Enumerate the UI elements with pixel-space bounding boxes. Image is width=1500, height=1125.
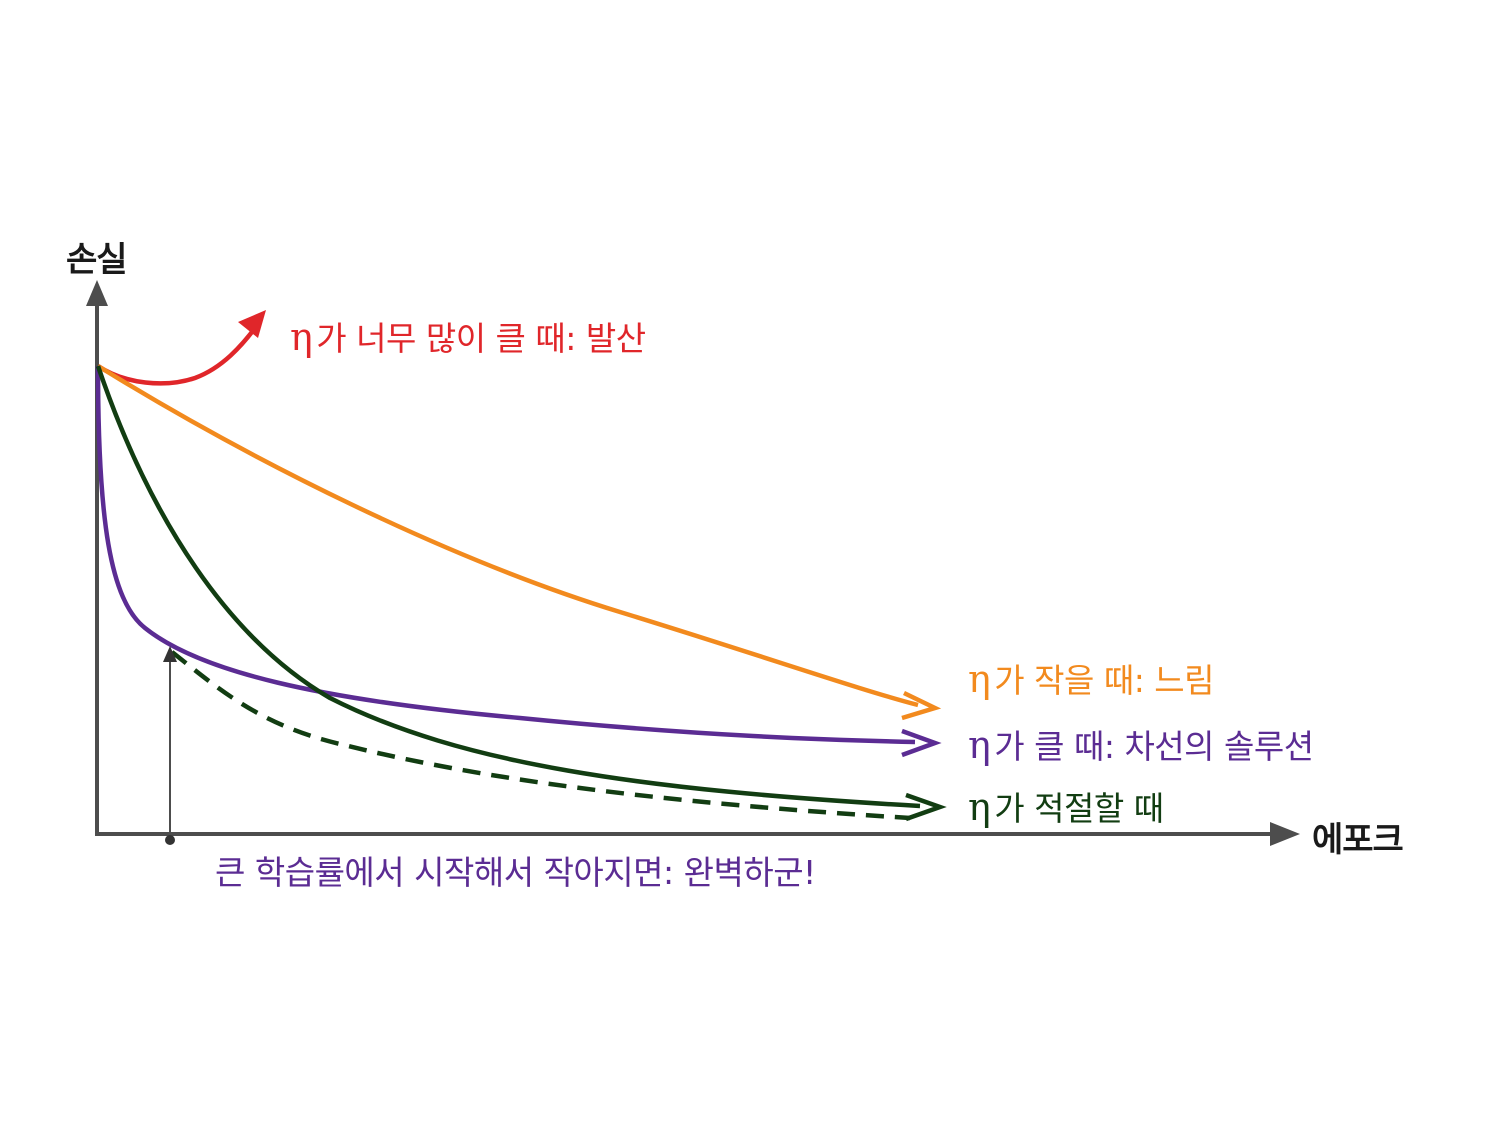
x-axis-label: 에포크 <box>1312 820 1404 860</box>
curve-too-large <box>96 310 266 386</box>
schedule-pointer <box>163 646 177 845</box>
eta-symbol: η <box>968 723 991 767</box>
curve-too-large-arrowhead <box>238 310 266 338</box>
curve-schedule <box>170 650 911 821</box>
eta-symbol: η <box>968 657 991 701</box>
label-schedule: 큰 학습률에서 시작해서 작아지면: 완벽하군! <box>215 853 816 892</box>
label-too-large-text: 가 너무 많이 클 때: 발산 <box>316 319 646 358</box>
y-axis-arrowhead <box>86 280 108 306</box>
curve-large-arrowhead <box>901 728 942 758</box>
x-axis-arrowhead <box>1270 822 1300 846</box>
label-good-text: 가 적절할 때 <box>994 789 1164 828</box>
schedule-pointer-dot <box>165 835 175 845</box>
y-axis-label: 손실 <box>66 240 128 280</box>
curve-small <box>96 364 942 721</box>
eta-symbol: η <box>968 785 991 829</box>
schedule-pointer-arrowhead <box>163 646 177 662</box>
curve-good-arrowhead <box>905 792 947 822</box>
label-large-text: 가 클 때: 차선의 솔루션 <box>994 727 1314 766</box>
curve-large <box>95 365 942 758</box>
label-small-text: 가 작을 때: 느림 <box>994 661 1215 700</box>
curve-small-arrowhead <box>901 690 942 721</box>
curve-good <box>95 365 947 822</box>
eta-symbol: η <box>290 315 313 359</box>
